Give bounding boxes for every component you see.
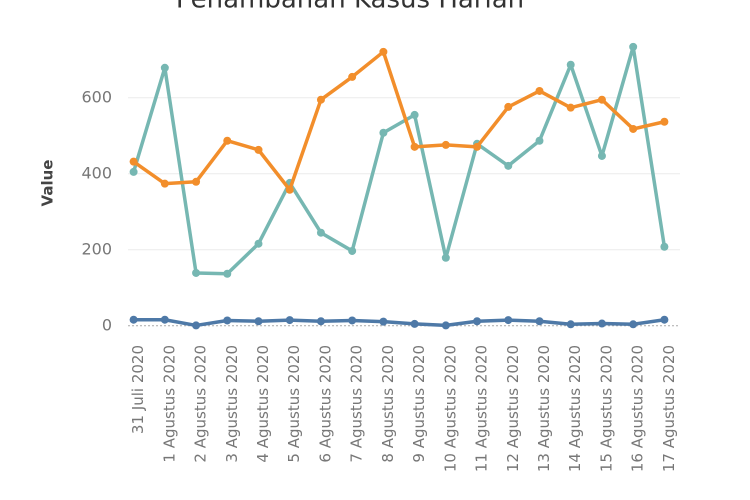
series-line bbox=[132, 50, 665, 192]
x-tick-label: 7 Agustus 2020 bbox=[348, 345, 366, 463]
y-tick-label: 200 bbox=[81, 239, 112, 258]
x-tick-label: 16 Agustus 2020 bbox=[629, 345, 647, 472]
data-point bbox=[504, 102, 513, 111]
data-point bbox=[535, 317, 544, 326]
x-tick-label: 3 Agustus 2020 bbox=[223, 345, 241, 463]
data-point bbox=[473, 317, 482, 326]
data-point bbox=[566, 60, 575, 69]
data-point bbox=[160, 179, 169, 188]
data-point bbox=[348, 316, 357, 325]
data-point bbox=[223, 269, 232, 278]
data-point bbox=[348, 246, 357, 255]
data-point bbox=[316, 95, 325, 104]
data-point bbox=[379, 128, 388, 137]
data-point bbox=[629, 320, 638, 329]
data-point bbox=[660, 315, 669, 324]
data-point bbox=[285, 316, 294, 325]
data-point bbox=[566, 320, 575, 329]
x-tick-label: 15 Agustus 2020 bbox=[597, 345, 615, 472]
data-point bbox=[535, 86, 544, 95]
data-point bbox=[254, 239, 263, 248]
data-point bbox=[660, 117, 669, 126]
y-tick-label: 400 bbox=[81, 163, 112, 182]
data-point bbox=[597, 95, 606, 104]
x-tick-label: 8 Agustus 2020 bbox=[379, 345, 397, 463]
data-point bbox=[629, 42, 638, 51]
data-point bbox=[441, 253, 450, 262]
data-point bbox=[285, 185, 294, 194]
data-point bbox=[660, 242, 669, 251]
x-tick-label: 9 Agustus 2020 bbox=[410, 345, 428, 463]
data-point bbox=[629, 124, 638, 133]
series-line bbox=[131, 45, 667, 276]
data-point bbox=[410, 142, 419, 151]
data-point bbox=[410, 319, 419, 328]
series-line bbox=[133, 317, 665, 328]
data-point bbox=[192, 177, 201, 186]
data-point bbox=[316, 317, 325, 326]
y-tick-label: 600 bbox=[81, 87, 112, 106]
data-point bbox=[129, 315, 138, 324]
data-point bbox=[160, 63, 169, 72]
x-tick-label: 12 Agustus 2020 bbox=[504, 345, 522, 472]
data-point bbox=[348, 72, 357, 81]
data-point bbox=[566, 103, 575, 112]
data-point bbox=[379, 47, 388, 56]
data-point bbox=[316, 228, 325, 237]
chart-title: Penambahan Kasus Harian bbox=[176, 0, 524, 15]
data-point bbox=[192, 321, 201, 330]
data-point bbox=[441, 321, 450, 330]
y-tick-label: 0 bbox=[102, 315, 112, 334]
data-point bbox=[473, 142, 482, 151]
data-point bbox=[254, 317, 263, 326]
x-tick-label: 14 Agustus 2020 bbox=[566, 345, 584, 472]
x-tick-label: 5 Agustus 2020 bbox=[285, 345, 303, 463]
x-tick-label: 2 Agustus 2020 bbox=[192, 345, 210, 463]
data-point bbox=[441, 140, 450, 149]
data-point bbox=[597, 151, 606, 160]
x-tick-label: 13 Agustus 2020 bbox=[535, 345, 553, 472]
data-point bbox=[129, 167, 138, 176]
data-point bbox=[223, 316, 232, 325]
x-tick-label: 17 Agustus 2020 bbox=[660, 345, 678, 472]
data-point bbox=[129, 157, 138, 166]
data-point bbox=[597, 319, 606, 328]
x-tick-label: 4 Agustus 2020 bbox=[254, 345, 272, 463]
data-point bbox=[254, 145, 263, 154]
data-point bbox=[504, 161, 513, 170]
x-tick-label: 6 Agustus 2020 bbox=[316, 345, 334, 463]
data-point bbox=[504, 316, 513, 325]
data-point bbox=[410, 110, 419, 119]
data-point bbox=[535, 136, 544, 145]
x-tick-label: 31 Juli 2020 bbox=[129, 345, 147, 434]
y-axis-label: Value bbox=[39, 160, 57, 207]
data-point bbox=[160, 315, 169, 324]
data-point bbox=[223, 136, 232, 145]
x-tick-label: 11 Agustus 2020 bbox=[473, 345, 491, 472]
x-tick-label: 10 Agustus 2020 bbox=[441, 345, 459, 472]
data-point bbox=[192, 268, 201, 277]
x-tick-label: 1 Agustus 2020 bbox=[160, 345, 178, 463]
data-point bbox=[379, 317, 388, 326]
